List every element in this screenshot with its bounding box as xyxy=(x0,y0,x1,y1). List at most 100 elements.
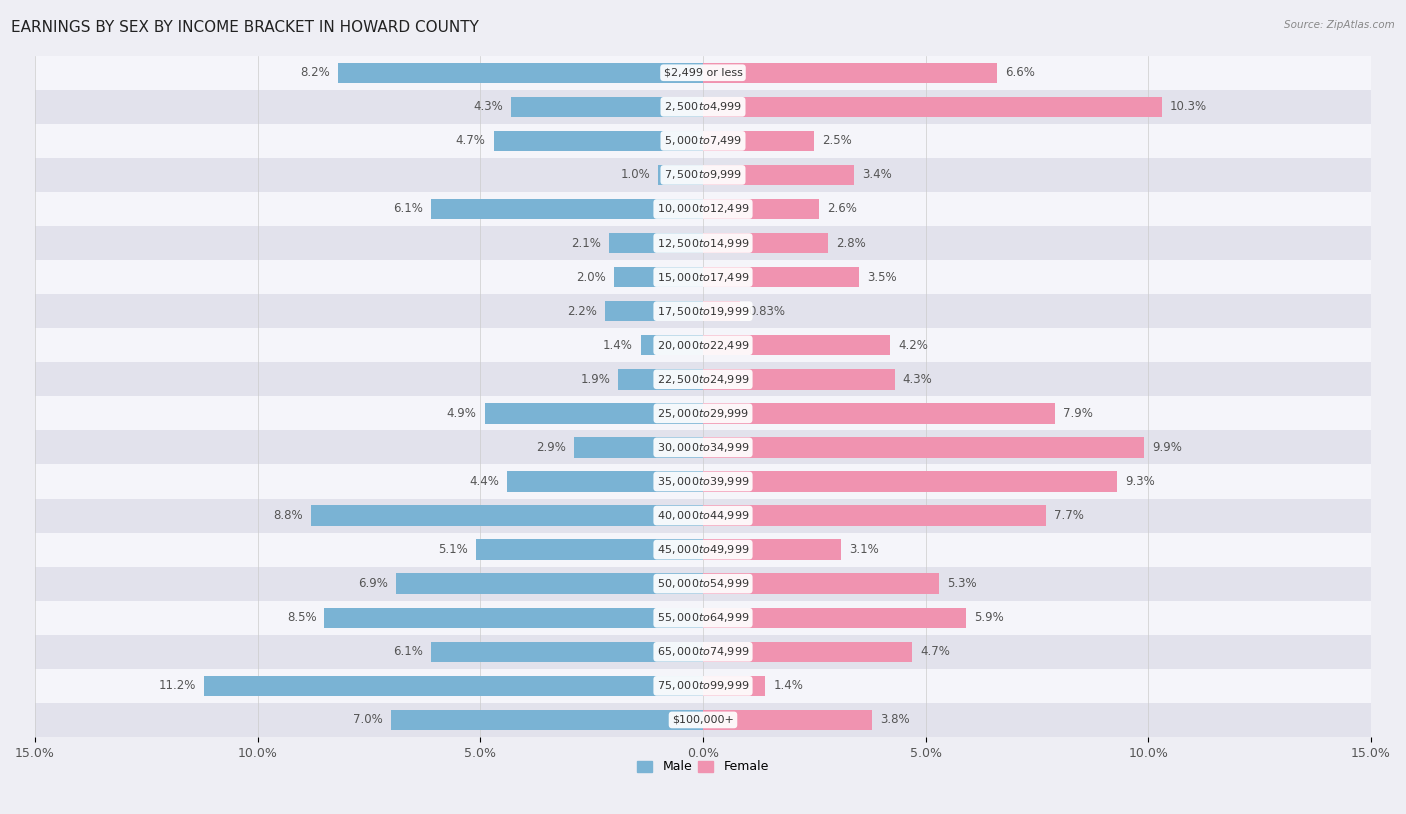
Bar xyxy=(609,233,703,253)
Bar xyxy=(703,63,997,83)
Bar xyxy=(619,369,703,390)
Text: 4.2%: 4.2% xyxy=(898,339,928,352)
Bar xyxy=(703,335,890,356)
Text: $12,500 to $14,999: $12,500 to $14,999 xyxy=(657,237,749,250)
Text: $2,500 to $4,999: $2,500 to $4,999 xyxy=(664,100,742,113)
Bar xyxy=(35,294,1371,328)
Bar xyxy=(35,498,1371,532)
Bar xyxy=(35,635,1371,669)
Bar xyxy=(485,403,703,423)
Text: 5.1%: 5.1% xyxy=(439,543,468,556)
Text: $75,000 to $99,999: $75,000 to $99,999 xyxy=(657,680,749,693)
Bar xyxy=(35,601,1371,635)
Bar xyxy=(35,465,1371,498)
Bar xyxy=(395,573,703,594)
Text: 2.5%: 2.5% xyxy=(823,134,852,147)
Bar xyxy=(703,369,894,390)
Text: 11.2%: 11.2% xyxy=(159,680,197,693)
Text: $45,000 to $49,999: $45,000 to $49,999 xyxy=(657,543,749,556)
Text: $40,000 to $44,999: $40,000 to $44,999 xyxy=(657,509,749,522)
Bar xyxy=(703,676,765,696)
Text: 2.0%: 2.0% xyxy=(576,270,606,283)
Bar xyxy=(204,676,703,696)
Text: $2,499 or less: $2,499 or less xyxy=(664,68,742,77)
Text: $25,000 to $29,999: $25,000 to $29,999 xyxy=(657,407,749,420)
Text: 8.5%: 8.5% xyxy=(287,611,316,624)
Bar xyxy=(703,233,828,253)
Bar xyxy=(605,301,703,322)
Bar xyxy=(703,97,1161,117)
Bar xyxy=(475,540,703,560)
Bar xyxy=(35,158,1371,192)
Text: 4.3%: 4.3% xyxy=(903,373,932,386)
Text: $100,000+: $100,000+ xyxy=(672,715,734,725)
Text: $17,500 to $19,999: $17,500 to $19,999 xyxy=(657,304,749,317)
Text: EARNINGS BY SEX BY INCOME BRACKET IN HOWARD COUNTY: EARNINGS BY SEX BY INCOME BRACKET IN HOW… xyxy=(11,20,479,35)
Bar xyxy=(703,301,740,322)
Text: 4.9%: 4.9% xyxy=(447,407,477,420)
Bar xyxy=(35,328,1371,362)
Text: 2.1%: 2.1% xyxy=(572,237,602,250)
Text: 0.83%: 0.83% xyxy=(748,304,785,317)
Bar xyxy=(391,710,703,730)
Legend: Male, Female: Male, Female xyxy=(633,755,773,778)
Text: $10,000 to $12,499: $10,000 to $12,499 xyxy=(657,203,749,216)
Bar xyxy=(35,260,1371,294)
Bar xyxy=(703,130,814,151)
Bar xyxy=(35,669,1371,703)
Bar xyxy=(508,471,703,492)
Text: $22,500 to $24,999: $22,500 to $24,999 xyxy=(657,373,749,386)
Text: 1.9%: 1.9% xyxy=(581,373,610,386)
Bar xyxy=(325,607,703,628)
Bar xyxy=(703,573,939,594)
Text: 6.6%: 6.6% xyxy=(1005,66,1035,79)
Bar xyxy=(658,164,703,185)
Text: Source: ZipAtlas.com: Source: ZipAtlas.com xyxy=(1284,20,1395,30)
Bar xyxy=(703,471,1118,492)
Text: 1.4%: 1.4% xyxy=(773,680,803,693)
Bar xyxy=(35,567,1371,601)
Text: $20,000 to $22,499: $20,000 to $22,499 xyxy=(657,339,749,352)
Text: 5.3%: 5.3% xyxy=(948,577,977,590)
Text: 6.9%: 6.9% xyxy=(357,577,388,590)
Text: 8.2%: 8.2% xyxy=(299,66,330,79)
Text: 4.7%: 4.7% xyxy=(921,646,950,659)
Bar xyxy=(35,362,1371,396)
Text: 7.9%: 7.9% xyxy=(1063,407,1092,420)
Text: 2.8%: 2.8% xyxy=(835,237,866,250)
Text: 3.4%: 3.4% xyxy=(862,168,893,182)
Bar xyxy=(311,505,703,526)
Text: $15,000 to $17,499: $15,000 to $17,499 xyxy=(657,270,749,283)
Text: $65,000 to $74,999: $65,000 to $74,999 xyxy=(657,646,749,659)
Bar xyxy=(35,396,1371,431)
Bar xyxy=(703,164,855,185)
Text: 2.6%: 2.6% xyxy=(827,203,856,216)
Bar xyxy=(432,641,703,662)
Text: 7.0%: 7.0% xyxy=(353,713,384,726)
Text: 1.4%: 1.4% xyxy=(603,339,633,352)
Text: $50,000 to $54,999: $50,000 to $54,999 xyxy=(657,577,749,590)
Bar xyxy=(35,90,1371,124)
Bar xyxy=(703,641,912,662)
Text: 5.9%: 5.9% xyxy=(974,611,1004,624)
Bar xyxy=(703,607,966,628)
Bar xyxy=(703,437,1144,457)
Bar xyxy=(35,192,1371,226)
Bar xyxy=(512,97,703,117)
Text: 9.9%: 9.9% xyxy=(1152,441,1182,454)
Text: 1.0%: 1.0% xyxy=(620,168,651,182)
Text: 2.9%: 2.9% xyxy=(536,441,565,454)
Text: 4.7%: 4.7% xyxy=(456,134,485,147)
Text: 4.4%: 4.4% xyxy=(470,475,499,488)
Text: 6.1%: 6.1% xyxy=(394,646,423,659)
Bar xyxy=(574,437,703,457)
Text: 10.3%: 10.3% xyxy=(1170,100,1206,113)
Text: $7,500 to $9,999: $7,500 to $9,999 xyxy=(664,168,742,182)
Text: 2.2%: 2.2% xyxy=(567,304,598,317)
Bar xyxy=(614,267,703,287)
Bar xyxy=(703,199,818,219)
Text: $30,000 to $34,999: $30,000 to $34,999 xyxy=(657,441,749,454)
Text: 4.3%: 4.3% xyxy=(474,100,503,113)
Bar xyxy=(494,130,703,151)
Text: 8.8%: 8.8% xyxy=(273,509,304,522)
